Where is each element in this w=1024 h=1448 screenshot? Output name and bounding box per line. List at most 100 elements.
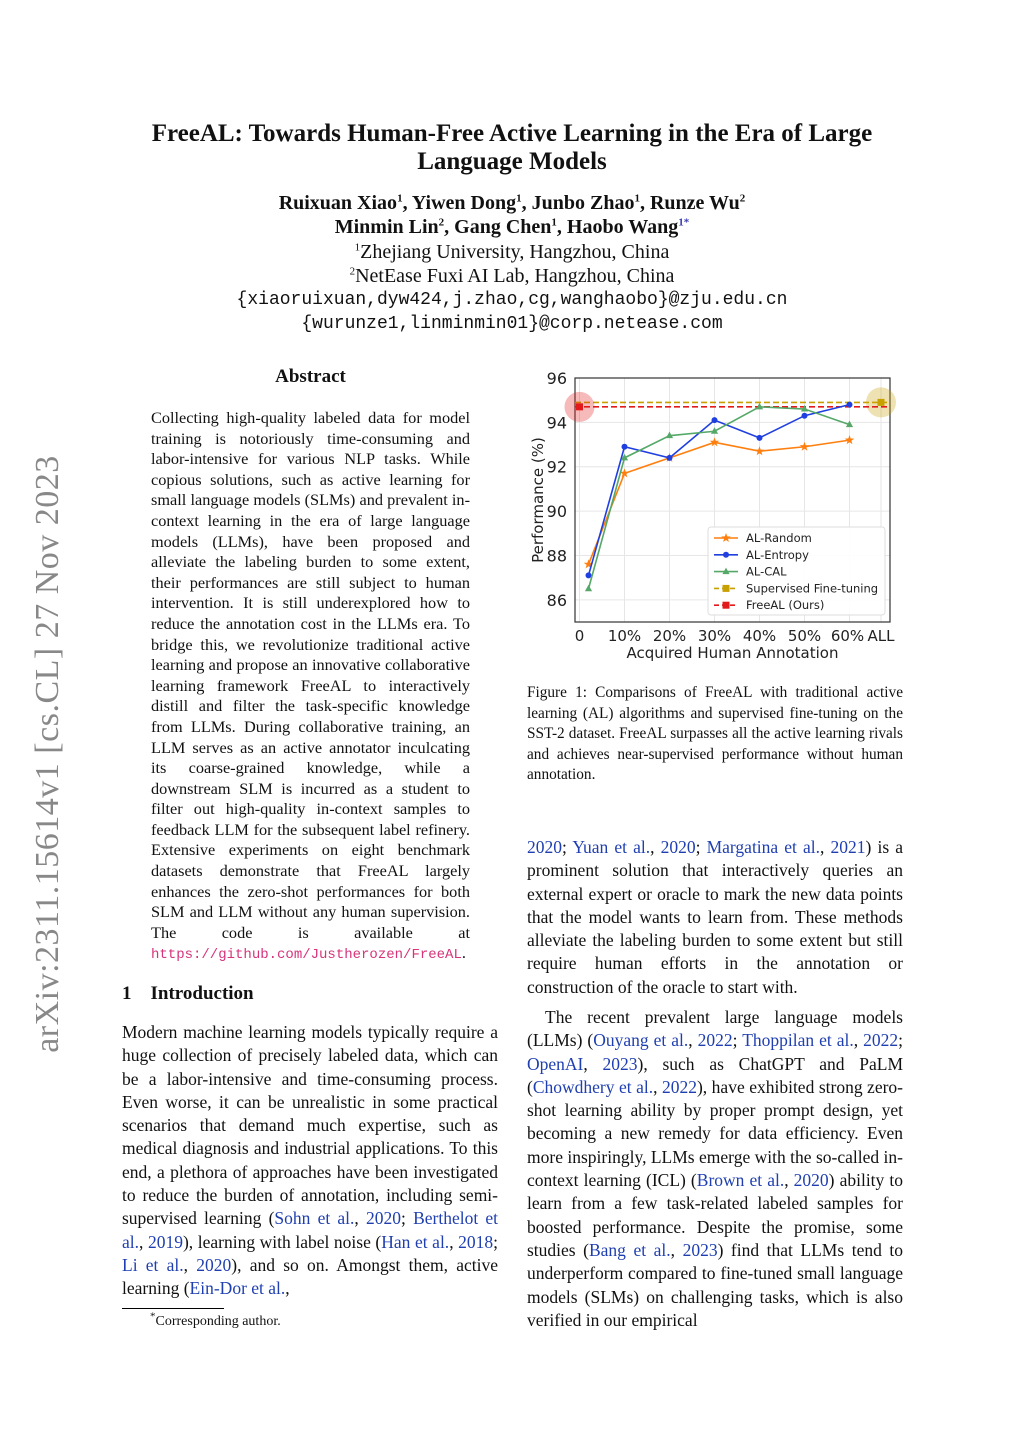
paragraph-text: ,	[688, 1030, 698, 1051]
legend-marker	[722, 567, 730, 575]
paragraph-text: ,	[449, 1231, 459, 1252]
data-point-al-entropy	[801, 412, 808, 419]
citation-link[interactable]: Ouyang et al.	[593, 1030, 689, 1051]
paragraph-text: ,	[853, 1030, 864, 1051]
author-affiliation-mark: 1	[516, 192, 522, 205]
y-tick-label: 94	[547, 413, 567, 432]
data-point-al-entropy	[756, 434, 763, 441]
right-paragraph-2: The recent prevalent large language mode…	[527, 1006, 903, 1332]
paragraph-text: ) ability to learn from a few task-relat…	[527, 1170, 903, 1260]
citation-link[interactable]: Margatina et al.	[706, 837, 821, 857]
authors-line-1: Ruixuan Xiao1, Yiwen Dong1, Junbo Zhao1,…	[278, 192, 746, 214]
citation-link[interactable]: 2022	[661, 1076, 697, 1097]
affiliation-1: 1Zhejiang University, Hangzhou, China	[100, 240, 924, 264]
affiliation-mark: 1	[354, 241, 361, 254]
paragraph-text: ,	[650, 837, 661, 857]
data-point-al-cal	[620, 453, 629, 461]
data-point-al-cal	[845, 420, 854, 428]
footnote-mark: *	[150, 1310, 156, 1323]
authors-line-2: Minmin Lin2, Gang Chen1, Haobo Wang1*	[334, 216, 690, 238]
intro-paragraph: Modern machine learning models typically…	[122, 1021, 498, 1301]
paragraph-text: ), learning with label noise (	[182, 1231, 382, 1252]
abstract-end: .	[461, 943, 466, 963]
citation-link[interactable]: 2022	[863, 1030, 899, 1051]
citation-link[interactable]: Chowdhery et al.	[532, 1076, 654, 1097]
citation-link[interactable]: Brown et al.	[696, 1170, 785, 1191]
citation-link[interactable]: 2022	[697, 1030, 733, 1051]
legend-label: AL-Random	[746, 531, 812, 545]
email-line-1: {xiaoruixuan,dyw424,j.zhao,cg,wanghaobo}…	[236, 290, 788, 310]
author-affiliation-mark: 1	[397, 192, 403, 205]
citation-link[interactable]: 2020	[527, 837, 562, 857]
citation-link[interactable]: 2020	[366, 1208, 401, 1229]
author-name: Minmin Lin	[334, 216, 439, 238]
y-axis-label: Performance (%)	[529, 437, 547, 563]
citation-link[interactable]: Thoppilan et al.	[742, 1030, 854, 1051]
affiliation-2: 2NetEase Fuxi AI Lab, Hangzhou, China	[100, 264, 924, 288]
paragraph-text: ), such as ChatGPT and PaLM (	[527, 1053, 904, 1097]
paragraph-text: ,	[183, 1254, 197, 1275]
x-tick-label: ALL	[868, 627, 896, 645]
citation-link[interactable]: 2023	[682, 1239, 718, 1260]
citation-link[interactable]: Yuan et al.	[572, 837, 651, 857]
legend-label: FreeAL (Ours)	[746, 598, 824, 612]
author-name: Runze Wu	[649, 192, 740, 214]
y-tick-label: 92	[547, 458, 567, 477]
citation-link[interactable]: Sohn et al.	[274, 1208, 355, 1229]
citation-link[interactable]: Han et al.	[381, 1231, 450, 1252]
data-point-al-entropy	[711, 417, 718, 424]
affiliation-mark: 2	[349, 265, 356, 278]
citation-link[interactable]: 2020	[660, 837, 696, 857]
paragraph-text: The recent prevalent large language mode…	[527, 1007, 903, 1051]
data-point-al-cal	[710, 427, 719, 434]
author-name: Gang Chen	[454, 216, 552, 238]
reference-marker	[576, 403, 583, 411]
citation-link[interactable]: OpenAI	[527, 1053, 584, 1074]
affiliation-text: Zhejiang University, Hangzhou, China	[360, 241, 670, 263]
citation-link[interactable]: 2021	[830, 837, 866, 857]
x-tick-label: 40%	[743, 627, 776, 645]
paragraph-text: ;	[732, 1030, 743, 1051]
abstract-body: Collecting high-quality labeled data for…	[151, 408, 470, 966]
x-tick-label: 30%	[698, 627, 731, 645]
data-point-al-cal	[665, 431, 674, 439]
x-axis-label: Acquired Human Annotation	[627, 644, 839, 662]
citation-link[interactable]: Berthelot et al.	[122, 1208, 499, 1252]
data-point-al-cal	[755, 402, 764, 410]
paragraph-text: ;	[898, 1030, 903, 1051]
author-affiliation-mark: 1	[634, 192, 640, 205]
legend-marker	[721, 533, 731, 542]
data-point-al-random	[844, 435, 855, 445]
x-tick-label: 50%	[788, 627, 821, 645]
data-point-al-entropy	[666, 454, 673, 461]
abstract-text: Collecting high-quality labeled data for…	[151, 408, 470, 942]
legend-label: AL-Entropy	[746, 548, 809, 562]
author-affiliation-mark: 2	[438, 216, 445, 229]
paragraph-text: ,	[583, 1053, 603, 1074]
x-tick-label: 20%	[653, 627, 686, 645]
citation-link[interactable]: 2020	[793, 1170, 829, 1191]
right-paragraph-1: 2020; Yuan et al., 2020; Margatina et al…	[527, 836, 903, 999]
citation-link[interactable]: Li et al.	[122, 1254, 184, 1275]
citation-link[interactable]: 2018	[458, 1231, 494, 1252]
section-title: Introduction	[150, 983, 254, 1004]
citation-link[interactable]: 2019	[147, 1231, 183, 1252]
citation-link[interactable]: Bang et al.	[588, 1239, 671, 1260]
email-line-2: {wurunze1,linminmin01}@corp.netease.com	[301, 314, 723, 334]
citation-link[interactable]: 2020	[196, 1254, 232, 1275]
paragraph-text: ,	[784, 1170, 794, 1191]
data-point-al-random	[583, 559, 594, 569]
author-name: Yiwen Dong	[411, 192, 517, 214]
code-link[interactable]: https://github.com/Justherozen/FreeAL	[151, 947, 462, 964]
plot-frame	[574, 377, 891, 623]
legend-marker	[723, 551, 729, 558]
reference-marker	[877, 398, 885, 406]
citation-link[interactable]: 2023	[602, 1053, 638, 1074]
data-point-al-entropy	[846, 401, 853, 408]
citation-link[interactable]: Ein-Dor et al.	[189, 1278, 286, 1299]
abstract-heading: Abstract	[275, 366, 346, 387]
paragraph-text: ) find that LLMs tend to underperform co…	[527, 1239, 903, 1330]
data-point-al-entropy	[585, 572, 592, 579]
paragraph-text: ), and so on. Amongst them, active learn…	[122, 1254, 498, 1299]
legend-label: AL-CAL	[746, 565, 787, 579]
